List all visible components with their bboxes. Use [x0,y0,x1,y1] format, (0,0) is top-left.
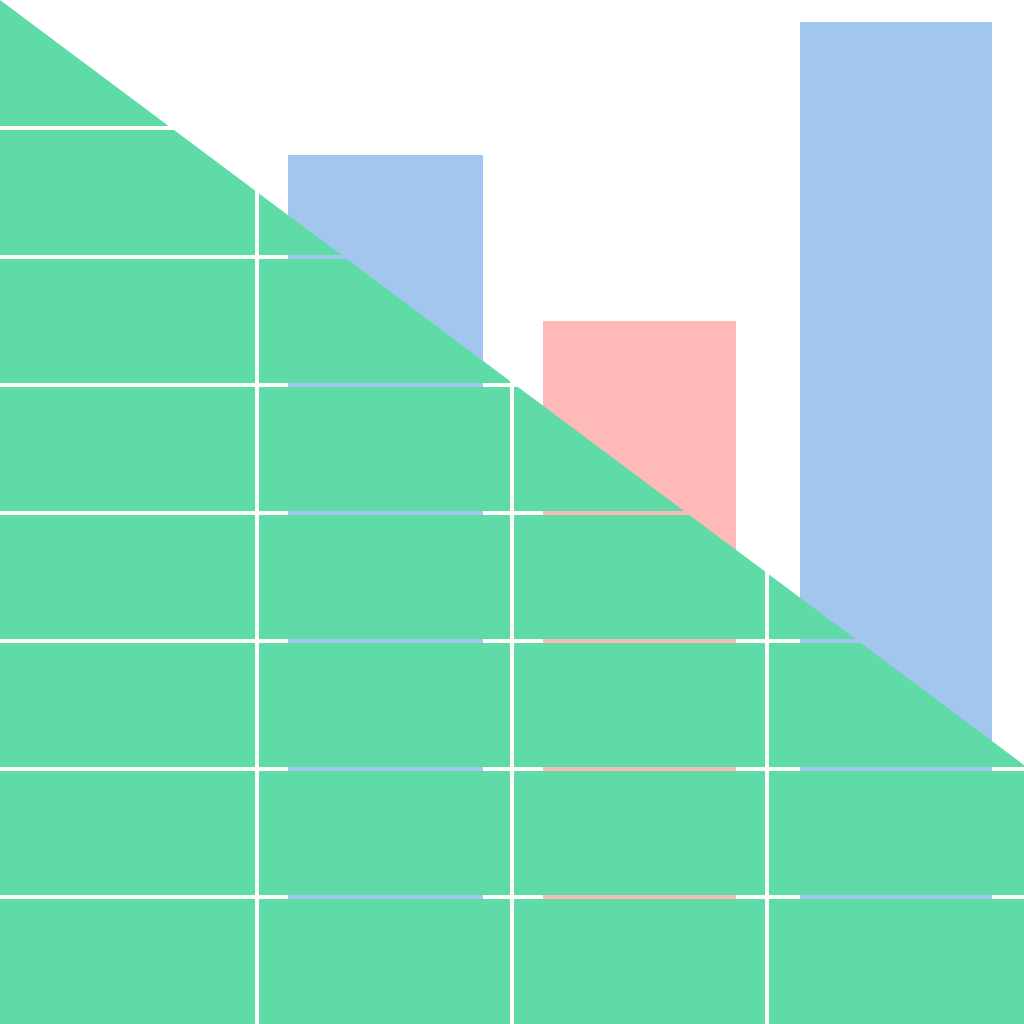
mosaic-tile [259,643,510,767]
mosaic-tile [0,515,255,639]
mosaic-tile [0,771,255,895]
mosaic-tile [0,643,255,767]
mosaic-tile [259,899,510,1024]
mosaic-tile [769,899,1024,1024]
mosaic-tile [259,387,510,511]
mosaic-tile [0,130,255,255]
mosaic-tile [514,643,765,767]
mosaic-tile [0,0,255,126]
mosaic-tile [514,0,765,126]
mosaic-tile [259,771,510,895]
mosaic-tile [514,899,765,1024]
mosaic-tile [769,771,1024,895]
mosaic-tile [514,771,765,895]
mosaic-tile [259,515,510,639]
mosaic-tile [0,899,255,1024]
mosaic-tile [514,130,765,255]
mosaic-tile [0,259,255,383]
mosaic-tile [0,387,255,511]
mosaic-tile [259,0,510,126]
